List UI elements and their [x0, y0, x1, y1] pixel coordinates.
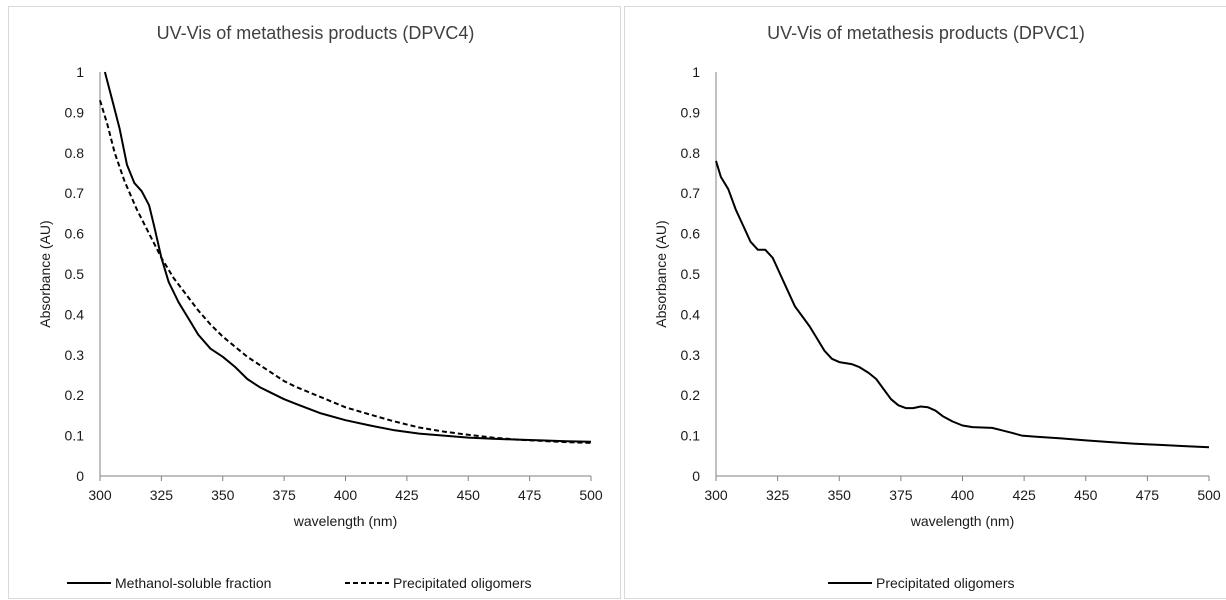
y-axis-label: Absorbance (AU) [653, 220, 669, 327]
x-tick-label: 475 [518, 487, 542, 503]
y-tick-label: 0.4 [681, 306, 701, 322]
x-tick-label: 475 [1136, 487, 1160, 503]
legend-label: Precipitated oligomers [876, 575, 1015, 591]
x-tick-label: 425 [395, 487, 419, 503]
series-line-2 [99, 100, 592, 444]
y-tick-label: 0.1 [65, 428, 85, 444]
x-tick-label: 400 [334, 487, 358, 503]
chart-title: UV-Vis of metathesis products (DPVC4) [157, 23, 475, 43]
series-line-1 [715, 160, 1210, 449]
y-tick-label: 0.8 [65, 145, 85, 161]
x-tick-label: 500 [1197, 487, 1221, 503]
x-tick-label: 450 [457, 487, 481, 503]
y-tick-label: 0.7 [681, 185, 701, 201]
y-tick-label: 0.6 [681, 226, 701, 242]
y-tick-label: 1 [76, 64, 84, 80]
y-tick-label: 0.1 [681, 428, 701, 444]
x-tick-label: 350 [211, 487, 235, 503]
x-tick-label: 325 [150, 487, 174, 503]
x-tick-label: 375 [889, 487, 913, 503]
x-axis-label: wavelength (nm) [293, 513, 398, 529]
chart-title: UV-Vis of metathesis products (DPVC1) [767, 23, 1085, 43]
chart-svg-dpvc4: UV-Vis of metathesis products (DPVC4) 0 0.… [37, 23, 603, 591]
y-tick-label: 0.3 [65, 347, 85, 363]
y-tick-label: 1 [692, 64, 700, 80]
x-tick-label: 425 [1012, 487, 1036, 503]
y-tick-label: 0.3 [681, 347, 701, 363]
y-tick-label: 0.6 [65, 226, 85, 242]
x-tick-label: 375 [272, 487, 296, 503]
x-tick-label: 350 [828, 487, 852, 503]
legend-label: Methanol-soluble fraction [115, 575, 271, 591]
y-tick-label: 0.2 [65, 387, 85, 403]
y-tick-label: 0.5 [681, 266, 701, 282]
y-tick-label: 0.9 [65, 104, 85, 120]
y-tick-label: 0.7 [65, 185, 85, 201]
y-tick-label: 0.9 [681, 104, 701, 120]
y-tick-label: 0.2 [681, 387, 701, 403]
y-tick-label: 0 [76, 468, 84, 484]
legend-label: Precipitated oligomers [393, 575, 532, 591]
series-line-1 [103, 71, 592, 443]
x-tick-label: 500 [579, 487, 603, 503]
x-axis-label: wavelength (nm) [910, 513, 1015, 529]
x-tick-label: 400 [951, 487, 975, 503]
y-tick-label: 0.8 [681, 145, 701, 161]
x-tick-label: 325 [766, 487, 790, 503]
y-tick-label: 0 [692, 468, 700, 484]
x-tick-label: 450 [1074, 487, 1098, 503]
y-tick-label: 0.4 [65, 306, 85, 322]
chart-panel-dpvc1: UV-Vis of metathesis products (DPVC1) 0 0.… [624, 6, 1226, 599]
x-tick-label: 300 [704, 487, 728, 503]
chart-svg-dpvc1: UV-Vis of metathesis products (DPVC1) 0 0.… [653, 23, 1221, 591]
y-tick-label: 0.5 [65, 266, 85, 282]
y-axis-label: Absorbance (AU) [37, 220, 53, 327]
chart-panel-dpvc4: UV-Vis of metathesis products (DPVC4) 0 0.… [8, 6, 621, 599]
x-tick-label: 300 [88, 487, 112, 503]
